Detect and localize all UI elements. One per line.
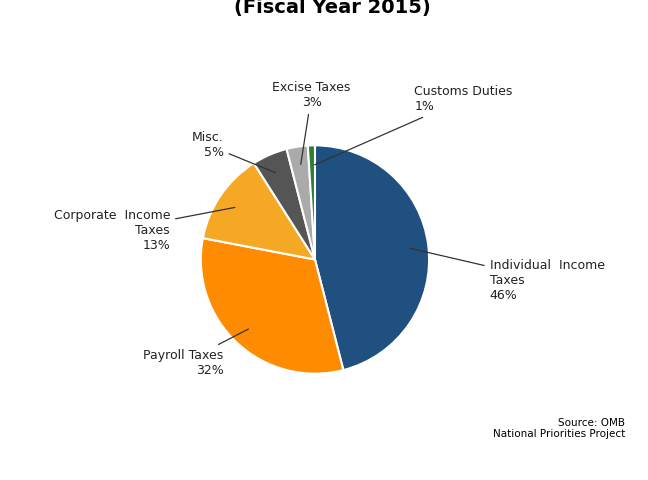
Wedge shape (254, 149, 315, 260)
Text: Corporate  Income
Taxes
13%: Corporate Income Taxes 13% (54, 207, 235, 252)
Wedge shape (286, 145, 315, 260)
Text: Individual  Income
Taxes
46%: Individual Income Taxes 46% (411, 249, 605, 301)
Text: Ⓒ BY-NC: Ⓒ BY-NC (522, 456, 560, 465)
Text: Customs Duties
1%: Customs Duties 1% (314, 85, 513, 165)
Text: Misc.
5%: Misc. 5% (192, 131, 275, 173)
Wedge shape (308, 145, 315, 260)
Text: Payroll Taxes
32%: Payroll Taxes 32% (143, 329, 248, 376)
Text: Source: OMB
National Priorities Project: Source: OMB National Priorities Project (493, 418, 625, 439)
Wedge shape (203, 163, 315, 260)
Wedge shape (315, 145, 429, 370)
Text: Excise Taxes
3%: Excise Taxes 3% (272, 81, 351, 164)
Wedge shape (201, 238, 343, 373)
Title: Projected Tax Revenue
(Fiscal Year 2015): Projected Tax Revenue (Fiscal Year 2015) (207, 0, 457, 17)
